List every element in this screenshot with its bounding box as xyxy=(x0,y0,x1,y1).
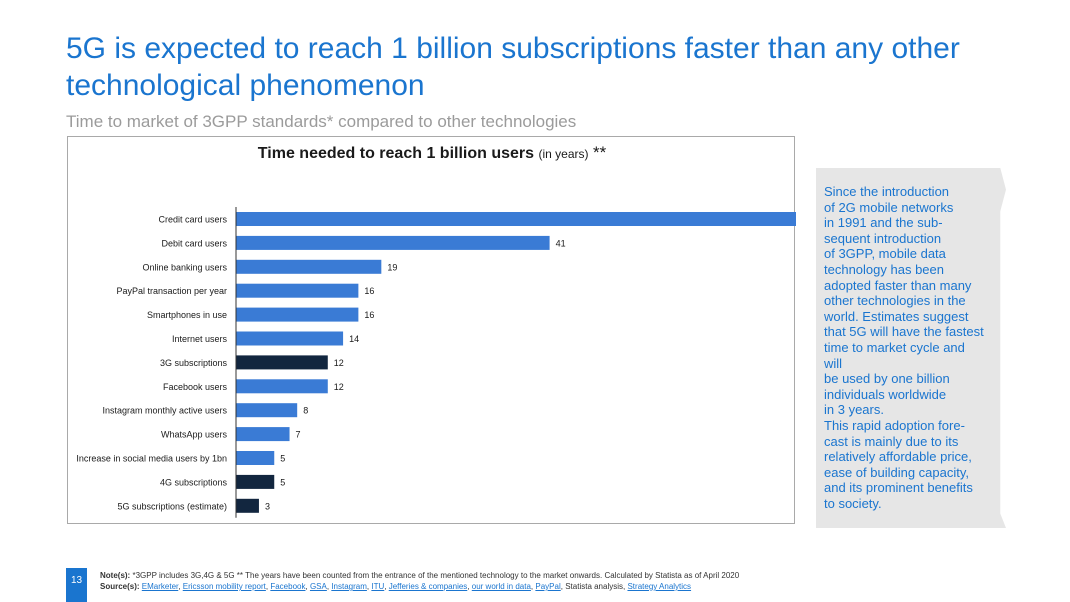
notes-label: Note(s): xyxy=(100,571,131,580)
side-panel xyxy=(816,168,1006,528)
source-link[interactable]: ITU xyxy=(371,582,385,591)
category-label: Smartphones in use xyxy=(147,310,227,320)
category-label: Debit card users xyxy=(161,238,227,248)
source-plain: Statista analysis, xyxy=(562,582,628,591)
value-label: 8 xyxy=(303,406,308,416)
source-link[interactable]: Facebook xyxy=(270,582,306,591)
bar xyxy=(236,212,796,226)
chart-heading-marker: ** xyxy=(592,143,607,162)
value-label: 5 xyxy=(280,477,285,487)
page-subtitle: Time to market of 3GPP standards* compar… xyxy=(66,112,577,131)
value-label: 7 xyxy=(296,430,301,440)
category-label: Online banking users xyxy=(142,262,227,272)
category-label: Facebook users xyxy=(163,382,228,392)
bar xyxy=(236,307,359,322)
bar xyxy=(236,498,259,513)
source-link[interactable]: EMarketer xyxy=(141,582,179,591)
side-panel-text: Since the introduction of 2G mobile netw… xyxy=(824,184,984,511)
bar xyxy=(236,355,328,370)
bar xyxy=(236,259,382,274)
bar xyxy=(236,283,359,298)
source-link[interactable]: Jefferies & companies xyxy=(388,582,468,591)
category-label: Internet users xyxy=(172,334,228,344)
source-link[interactable]: Strategy Analytics xyxy=(627,582,692,591)
category-label: PayPal transaction per year xyxy=(116,286,227,296)
sources-line: Source(s): EMarketer, Ericsson mobility … xyxy=(100,582,692,591)
source-link[interactable]: Instagram xyxy=(331,582,367,591)
category-label: 5G subscriptions (estimate) xyxy=(117,501,227,511)
category-label: 4G subscriptions xyxy=(160,477,228,487)
chart-heading: Time needed to reach 1 billion users (in… xyxy=(68,143,796,163)
category-label: Credit card users xyxy=(158,215,227,225)
bar xyxy=(236,379,328,394)
chart-container: Credit card users74Debit card users41Onl… xyxy=(67,136,796,524)
category-label: Increase in social media users by 1bn xyxy=(76,454,227,464)
bar xyxy=(236,331,344,346)
source-link[interactable]: GSA xyxy=(309,582,327,591)
bar-chart: Credit card users74Debit card users41Onl… xyxy=(76,207,796,518)
page-number: 13 xyxy=(66,568,87,602)
bar xyxy=(236,474,275,489)
source-link[interactable]: Ericsson mobility report xyxy=(182,582,266,591)
value-label: 19 xyxy=(387,262,397,272)
footer: Note(s): *3GPP includes 3G,4G & 5G ** Th… xyxy=(100,570,739,592)
bar xyxy=(236,451,275,465)
value-label: 3 xyxy=(265,501,270,511)
value-label: 12 xyxy=(334,358,344,368)
source-link[interactable]: PayPal xyxy=(535,582,561,591)
value-label: 5 xyxy=(280,454,285,464)
value-label: 16 xyxy=(364,286,374,296)
notes-line: Note(s): *3GPP includes 3G,4G & 5G ** Th… xyxy=(100,570,739,581)
category-label: WhatsApp users xyxy=(161,430,228,440)
notes-text: *3GPP includes 3G,4G & 5G ** The years h… xyxy=(132,571,740,580)
category-label: 3G subscriptions xyxy=(160,358,228,368)
value-label: 41 xyxy=(556,238,566,248)
source-link[interactable]: our world in data xyxy=(471,582,531,591)
category-label: Instagram monthly active users xyxy=(102,406,227,416)
bar xyxy=(236,403,298,418)
chart-heading-unit: (in years) xyxy=(538,147,589,161)
value-label: 16 xyxy=(364,310,374,320)
bar xyxy=(236,235,550,250)
page-title: 5G is expected to reach 1 billion subscr… xyxy=(66,32,960,102)
bar xyxy=(236,427,290,442)
chart-heading-main: Time needed to reach 1 billion users xyxy=(257,145,535,162)
value-label: 14 xyxy=(349,334,359,344)
value-label: 12 xyxy=(334,382,344,392)
sources-label: Source(s): xyxy=(100,582,140,591)
